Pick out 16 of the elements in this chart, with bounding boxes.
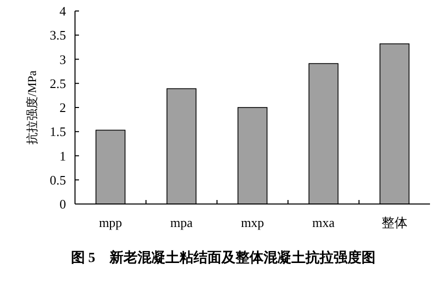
y-tick-label: 2.5 bbox=[50, 76, 66, 91]
y-tick-label: 4 bbox=[60, 4, 66, 18]
y-tick-label: 0.5 bbox=[50, 172, 66, 188]
y-tick-label: 2 bbox=[60, 100, 66, 115]
y-tick-label: 0 bbox=[60, 196, 66, 212]
y-tick-label: 3 bbox=[60, 52, 66, 67]
x-tick-label: mxp bbox=[240, 215, 264, 230]
x-tick-label: mpp bbox=[98, 215, 122, 230]
y-tick-label: 1.5 bbox=[50, 124, 66, 140]
x-tick-label: mxa bbox=[312, 215, 335, 230]
y-tick-label: 1 bbox=[60, 148, 66, 164]
y-axis-title: 抗拉强度/MPa bbox=[25, 70, 39, 145]
x-tick-label: mpa bbox=[170, 215, 193, 230]
text: 图 5 新老混凝土粘结面及整体混凝土抗拉强度图 bbox=[70, 249, 376, 266]
x-tick-label: 整体 bbox=[382, 215, 408, 230]
y-tick-label: 3.5 bbox=[50, 28, 66, 43]
